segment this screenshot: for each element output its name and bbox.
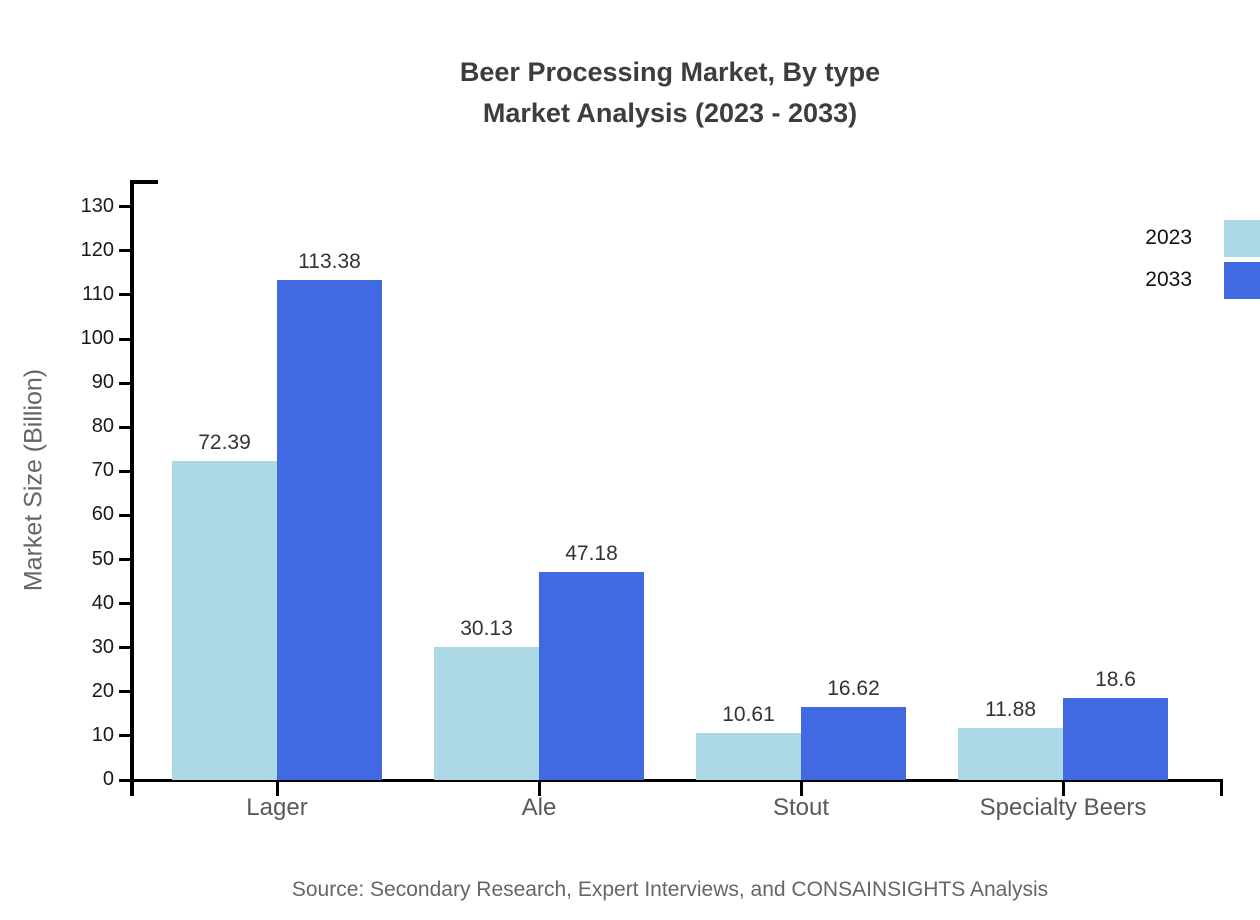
y-tick-label: 10 xyxy=(91,723,114,746)
y-tick-label: 50 xyxy=(91,547,114,570)
bar-2023-lager xyxy=(172,460,277,780)
y-tick-label: 80 xyxy=(91,415,114,438)
value-label-2033-specialty-beers: 18.6 xyxy=(1095,667,1136,691)
y-axis-line xyxy=(130,180,134,796)
y-tick xyxy=(119,381,130,385)
x-tick xyxy=(275,781,279,796)
y-tick-label: 20 xyxy=(91,679,114,702)
legend-label-2023: 2023 xyxy=(1145,226,1192,249)
y-tick xyxy=(119,337,130,341)
bar-2023-ale xyxy=(434,647,539,780)
bar-2033-lager xyxy=(277,279,382,780)
legend-label-2033: 2033 xyxy=(1145,268,1192,291)
y-tick xyxy=(119,249,130,253)
y-axis-top-cap xyxy=(130,180,158,184)
y-tick-label: 70 xyxy=(91,459,114,482)
x-category-label: Stout xyxy=(772,794,830,821)
value-label-2023-stout: 10.61 xyxy=(722,703,775,727)
x-category-label: Ale xyxy=(521,794,557,821)
chart-title: Beer Processing Market, By type Market A… xyxy=(460,52,880,134)
y-tick xyxy=(119,425,130,429)
value-label-2033-ale: 47.18 xyxy=(565,541,618,565)
chart-title-line1: Beer Processing Market, By type xyxy=(459,57,881,87)
y-tick-label: 60 xyxy=(91,503,114,526)
value-label-2023-ale: 30.13 xyxy=(460,617,513,641)
y-tick xyxy=(119,293,130,297)
chart-title-line2: Market Analysis (2023 - 2033) xyxy=(482,98,858,128)
x-tick xyxy=(537,781,541,796)
bar-2033-specialty-beers xyxy=(1063,697,1168,780)
y-tick xyxy=(119,469,130,473)
y-tick xyxy=(119,602,130,606)
y-tick xyxy=(119,690,130,694)
legend-swatch-2023 xyxy=(1224,220,1260,257)
legend-swatch-2033 xyxy=(1224,262,1260,299)
bar-2023-stout xyxy=(696,733,801,780)
x-tick xyxy=(1061,781,1065,796)
value-label-2033-lager: 113.38 xyxy=(298,249,361,273)
y-tick-label: 120 xyxy=(80,238,114,261)
y-tick-label: 100 xyxy=(80,327,114,349)
y-tick xyxy=(119,734,130,738)
y-tick-label: 110 xyxy=(82,282,114,305)
x-axis-right-cap xyxy=(1220,778,1223,796)
y-tick xyxy=(119,558,130,561)
x-tick xyxy=(799,781,803,796)
bar-2023-specialty-beers xyxy=(958,727,1063,780)
bar-2033-ale xyxy=(539,571,644,780)
y-tick-label: 0 xyxy=(102,768,114,790)
x-category-label: Lager xyxy=(246,794,308,821)
y-tick-label: 90 xyxy=(91,371,114,394)
y-tick xyxy=(119,646,130,650)
x-axis-line xyxy=(130,778,1223,782)
y-tick-label: 30 xyxy=(91,635,114,658)
value-label-2023-lager: 72.39 xyxy=(198,430,251,454)
y-tick-label: 40 xyxy=(91,591,114,614)
y-tick xyxy=(119,778,130,782)
value-label-2033-stout: 16.62 xyxy=(827,676,880,700)
y-tick-label: 130 xyxy=(80,194,114,217)
bar-2033-stout xyxy=(801,706,906,780)
source-note: Source: Secondary Research, Expert Inter… xyxy=(291,878,1049,901)
x-category-label: Specialty Beers xyxy=(979,794,1147,821)
value-label-2023-specialty-beers: 11.88 xyxy=(985,697,1036,721)
y-tick xyxy=(119,513,130,517)
y-tick xyxy=(119,205,130,209)
